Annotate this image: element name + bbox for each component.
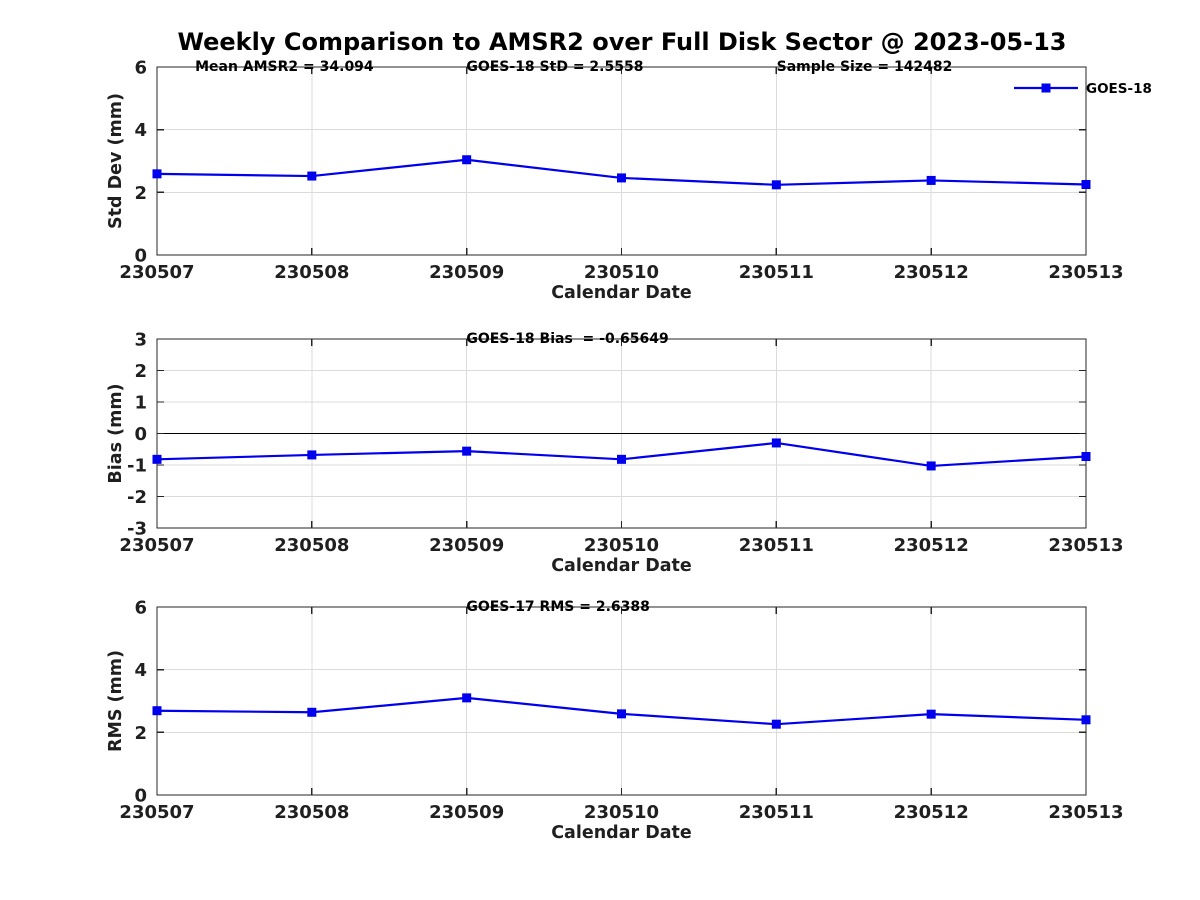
annotation: Mean AMSR2 = 34.094 (195, 59, 374, 75)
subplot-rms: 0 2 4 6 230507 230508 230509 230510 230511 230512… (106, 598, 1124, 844)
data-point-marker (926, 709, 936, 719)
data-point-marker (617, 173, 626, 183)
x-tick-label: 230510 (584, 802, 659, 823)
x-tick-label: 230511 (739, 802, 814, 823)
data-point-marker (462, 693, 472, 703)
x-tick-label: 230510 (584, 535, 659, 556)
y-tick-label: 2 (134, 361, 147, 382)
y-tick-label: 4 (134, 660, 147, 681)
y-tick-label: 0 (134, 424, 147, 445)
subplot-bias: -3 -2 -1 0 1 2 3 230507 230508 230509 230510 230511… (106, 330, 1124, 577)
data-point-marker (152, 169, 162, 179)
x-axis-label: Calendar Date (551, 556, 692, 576)
x-tick-label: 230507 (119, 262, 194, 283)
x-tick-label: 230507 (119, 802, 194, 823)
x-tick-label: 230509 (429, 262, 504, 283)
x-tick-label: 230513 (1048, 802, 1123, 823)
data-point-marker (926, 461, 936, 471)
annotation: GOES-18 Bias = -0.65649 (466, 331, 668, 347)
x-tick-label: 230511 (739, 535, 814, 556)
data-point-marker (462, 446, 472, 456)
x-axis-label: Calendar Date (551, 283, 692, 303)
x-tick-label: 230510 (584, 262, 659, 283)
y-axis-label: RMS (mm) (106, 650, 126, 752)
y-tick-label: -1 (127, 456, 147, 477)
data-point-marker (307, 171, 317, 181)
subplot-std-dev: 0 2 4 6 230507 230508 230509 230510 230511 230512… (106, 58, 1152, 304)
y-tick-label: 2 (134, 183, 147, 204)
legend: GOES-18 (1014, 81, 1152, 97)
data-point-marker (307, 707, 317, 717)
y-tick-label: -3 (127, 519, 147, 540)
x-tick-label: 230509 (429, 535, 504, 556)
y-tick-label: 0 (134, 246, 147, 267)
legend-marker (1041, 83, 1051, 93)
y-axis-label: Std Dev (mm) (106, 93, 126, 229)
annotation: GOES-18 StD = 2.5558 (466, 59, 643, 75)
y-tick-label: 4 (134, 120, 147, 141)
data-point-marker (1081, 715, 1091, 725)
y-tick-label: 3 (134, 330, 147, 351)
y-tick-label: 1 (134, 393, 147, 414)
annotation: GOES-17 RMS = 2.6388 (466, 599, 650, 615)
x-tick-label: 230513 (1048, 262, 1123, 283)
y-tick-label: 2 (134, 723, 147, 744)
legend-label: GOES-18 (1086, 81, 1152, 97)
x-tick-label: 230512 (894, 262, 969, 283)
data-point-marker (771, 719, 781, 729)
data-point-marker (617, 709, 626, 719)
data-point-marker (771, 180, 781, 190)
data-point-marker (771, 438, 781, 448)
data-point-marker (1081, 451, 1091, 461)
x-axis-label: Calendar Date (551, 823, 692, 843)
data-point-marker (926, 175, 936, 185)
x-tick-label: 230511 (739, 262, 814, 283)
x-tick-label: 230508 (274, 262, 349, 283)
data-point-marker (152, 706, 162, 716)
x-tick-label: 230507 (119, 535, 194, 556)
y-axis-label: Bias (mm) (106, 383, 126, 483)
y-tick-label: 6 (134, 58, 147, 79)
y-tick-label: 0 (134, 786, 147, 807)
x-tick-label: 230512 (894, 802, 969, 823)
chart-title: Weekly Comparison to AMSR2 over Full Dis… (177, 28, 1067, 56)
data-point-marker (307, 450, 317, 460)
annotation: Sample Size = 142482 (777, 59, 953, 75)
data-point-marker (152, 454, 162, 464)
x-tick-label: 230513 (1048, 535, 1123, 556)
data-point-marker (1081, 180, 1091, 189)
x-tick-label: 230508 (274, 535, 349, 556)
x-tick-label: 230512 (894, 535, 969, 556)
y-tick-label: 6 (134, 598, 147, 619)
data-point-marker (617, 454, 626, 464)
y-tick-label: -2 (127, 487, 147, 508)
x-tick-label: 230508 (274, 802, 349, 823)
x-tick-label: 230509 (429, 802, 504, 823)
data-point-marker (462, 155, 472, 165)
